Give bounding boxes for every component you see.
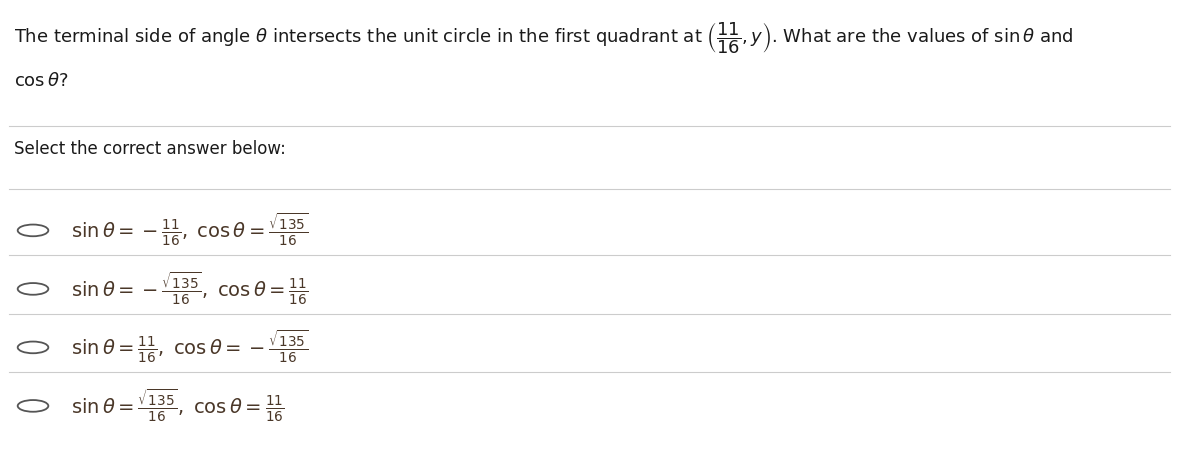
Text: $\cos\theta$?: $\cos\theta$?: [14, 72, 68, 90]
Text: $\sin\theta = -\frac{11}{16},\;\cos\theta = \frac{\sqrt{135}}{16}$: $\sin\theta = -\frac{11}{16},\;\cos\thet…: [71, 212, 308, 248]
Text: $\sin\theta = \frac{11}{16},\;\cos\theta = -\frac{\sqrt{135}}{16}$: $\sin\theta = \frac{11}{16},\;\cos\theta…: [71, 329, 308, 365]
Text: Select the correct answer below:: Select the correct answer below:: [14, 140, 286, 158]
Text: $\sin\theta = -\frac{\sqrt{135}}{16},\;\cos\theta = \frac{11}{16}$: $\sin\theta = -\frac{\sqrt{135}}{16},\;\…: [71, 271, 308, 307]
Text: $\sin\theta = \frac{\sqrt{135}}{16},\;\cos\theta = \frac{11}{16}$: $\sin\theta = \frac{\sqrt{135}}{16},\;\c…: [71, 388, 284, 424]
Text: The terminal side of angle $\theta$ intersects the unit circle in the first quad: The terminal side of angle $\theta$ inte…: [14, 20, 1074, 56]
